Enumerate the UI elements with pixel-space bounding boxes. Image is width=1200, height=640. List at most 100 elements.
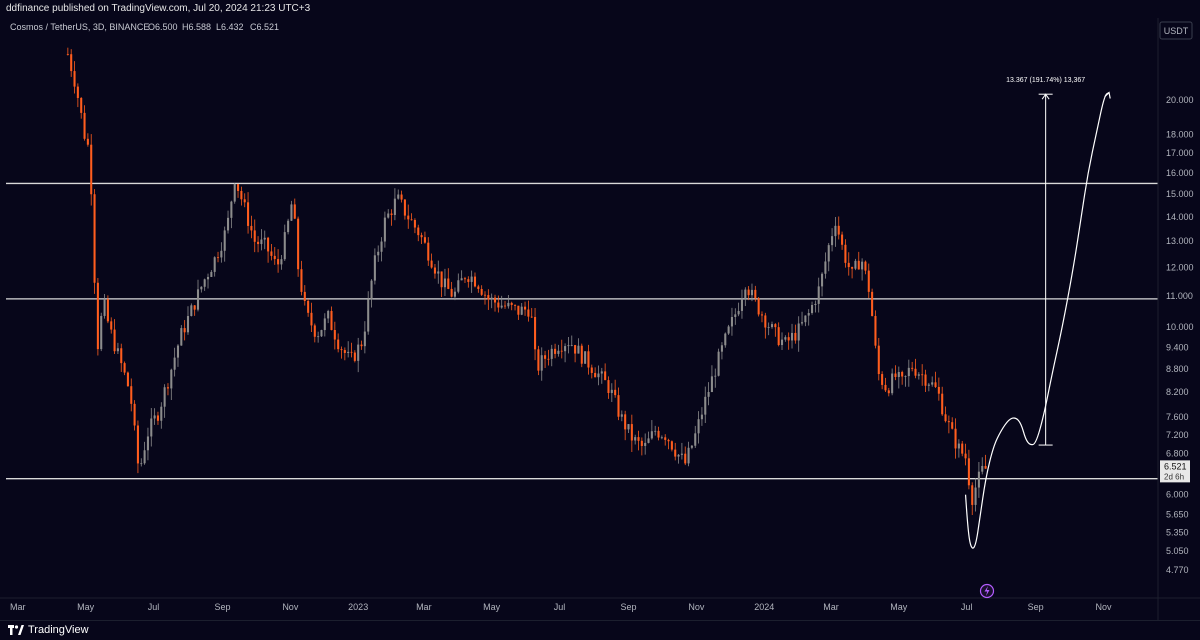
candle: [674, 442, 677, 461]
candle: [934, 371, 937, 388]
candle: [884, 377, 887, 392]
candle-body: [834, 225, 837, 237]
candle-body: [730, 316, 733, 327]
currency-button[interactable]: USDT: [1159, 21, 1193, 40]
candle-body: [473, 276, 477, 287]
candle: [223, 226, 226, 262]
candle-body: [650, 431, 653, 439]
candle-body: [457, 280, 460, 292]
candle: [911, 361, 914, 372]
candle-body: [964, 453, 967, 459]
candle: [423, 231, 426, 244]
candle-body: [801, 322, 804, 324]
candle-body: [697, 419, 700, 434]
candle: [180, 325, 183, 346]
time-tick-label: Nov: [688, 602, 705, 612]
candle: [517, 305, 520, 320]
candle: [397, 189, 400, 200]
candle: [247, 192, 250, 234]
tradingview-logo[interactable]: TradingView: [8, 621, 89, 640]
candle-body: [824, 261, 827, 274]
candle-body: [917, 374, 920, 376]
time-tick-label: May: [77, 602, 95, 612]
candle-body: [777, 327, 780, 346]
price-chart[interactable]: 13.367 (191.74%) 13,367 20.000 18.000 17.0…: [0, 18, 1200, 620]
lightning-bolt-icon[interactable]: [979, 583, 995, 599]
candle: [774, 323, 777, 337]
candle-body: [80, 97, 83, 113]
candle-body: [677, 454, 680, 457]
publish-info-bar: ddfinance published on TradingView.com, …: [0, 0, 1200, 18]
projection-path[interactable]: [964, 92, 1110, 549]
candle: [707, 382, 710, 406]
candle: [373, 248, 376, 285]
candle-body: [550, 348, 553, 359]
candle: [784, 335, 787, 342]
candle-body: [273, 255, 276, 260]
candle-body: [660, 437, 663, 439]
candle-body: [283, 232, 286, 260]
candle: [83, 105, 86, 141]
drawings[interactable]: 13.367 (191.74%) 13,367: [964, 77, 1111, 549]
candle-body: [871, 291, 874, 316]
candle: [534, 307, 537, 361]
candle-body: [100, 315, 103, 350]
candle: [320, 329, 323, 337]
candle: [637, 430, 640, 451]
candle: [951, 417, 954, 430]
candle: [293, 198, 296, 220]
candle-body: [544, 355, 547, 359]
candle: [924, 369, 927, 393]
candle: [427, 237, 430, 266]
candle-body: [497, 302, 500, 308]
candle: [400, 190, 403, 203]
candle: [290, 200, 293, 221]
candle: [901, 370, 904, 385]
candle: [801, 311, 804, 326]
candle-body: [123, 363, 126, 373]
candle: [503, 300, 507, 309]
candle-body: [670, 441, 673, 450]
candle: [580, 343, 583, 368]
time-tick-label: Sep: [620, 602, 636, 612]
candle-body: [884, 384, 887, 391]
candle-body: [410, 219, 413, 221]
candle: [650, 420, 653, 440]
candle: [881, 371, 884, 390]
candle: [770, 321, 774, 329]
candle-body: [784, 337, 787, 340]
candle: [584, 351, 587, 364]
candle-body: [407, 215, 410, 220]
candle-body: [961, 443, 964, 454]
candle: [764, 312, 767, 339]
candle: [173, 347, 176, 377]
candle: [857, 251, 860, 270]
candle: [777, 322, 780, 347]
price-tick-label: 15.000: [1166, 189, 1194, 199]
candle: [740, 289, 743, 319]
candle-body: [263, 237, 266, 240]
candle-body: [347, 351, 350, 353]
candle-body: [974, 487, 977, 505]
candle-body: [323, 318, 326, 331]
candle: [206, 273, 210, 289]
candle-body: [934, 382, 937, 387]
horizontal-levels[interactable]: [6, 182, 1158, 480]
candle: [116, 342, 119, 354]
ohlc-close: C6.521: [250, 22, 279, 32]
candle-body: [667, 439, 670, 442]
candle: [403, 199, 406, 220]
candle-body: [333, 329, 336, 340]
candle-body: [250, 225, 253, 231]
candle-body: [534, 316, 537, 350]
candle-body: [433, 267, 436, 274]
candle: [737, 302, 740, 317]
candle: [607, 376, 610, 399]
candle-body: [700, 414, 703, 420]
candle-body: [240, 190, 243, 200]
candle-body: [827, 245, 830, 262]
candle-body: [554, 348, 557, 354]
candle: [891, 368, 894, 396]
candle: [640, 437, 643, 456]
candle: [340, 346, 343, 359]
